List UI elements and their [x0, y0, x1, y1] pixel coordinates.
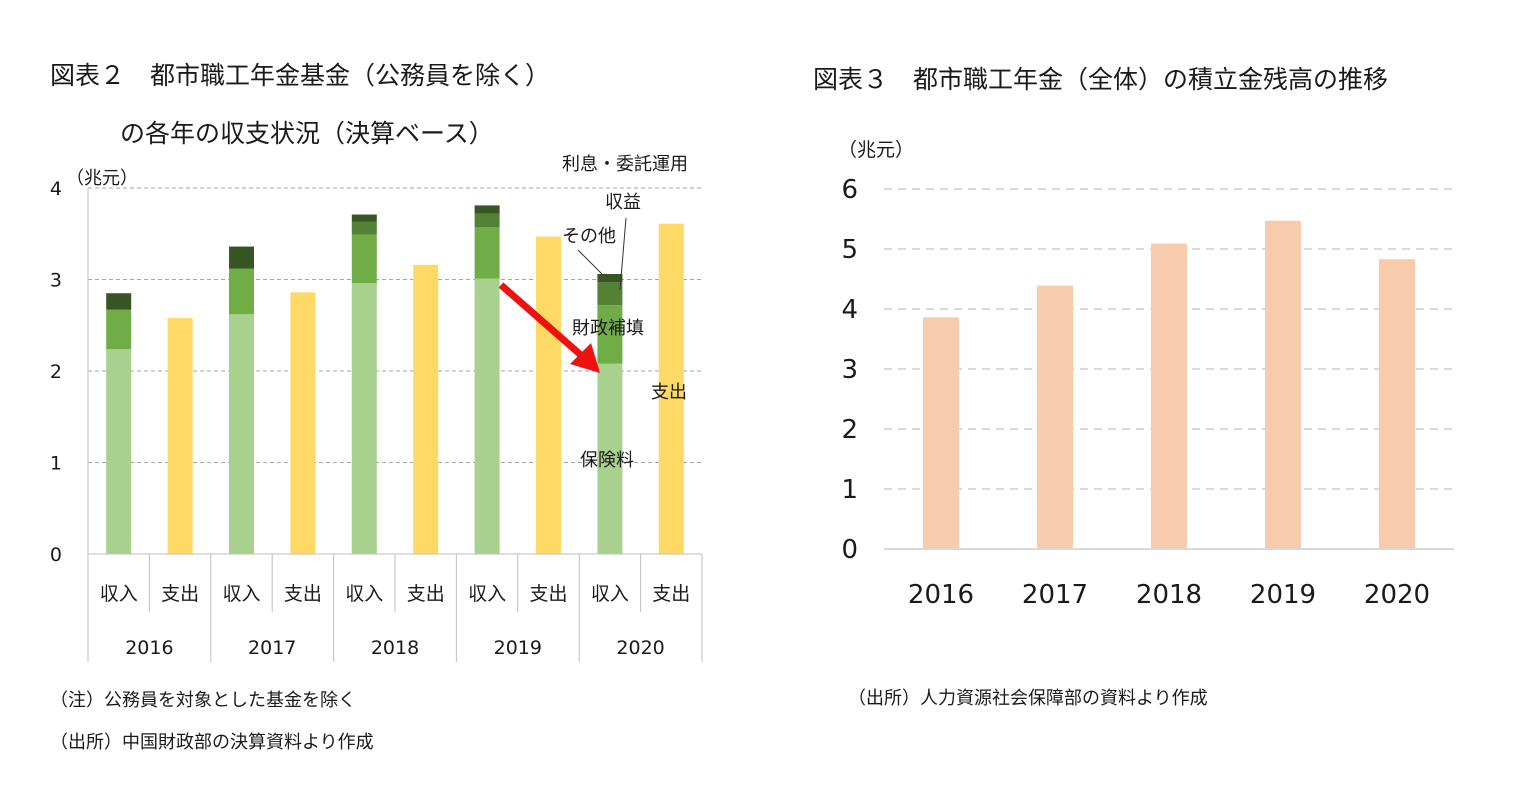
figure2-title-line2: の各年の収支状況（決算ベース）: [120, 119, 494, 148]
annotation-fiscal-label: 財政補填: [572, 318, 644, 339]
bar: [1037, 285, 1073, 549]
annotation-interest-label-2: 収益: [605, 192, 641, 213]
trend-arrow-shaft: [498, 282, 585, 359]
annotation-premium-label: 保険料: [580, 450, 634, 471]
bar-income-segment: [474, 278, 500, 554]
x-year-label: 2016: [125, 637, 173, 659]
x-subcategory-label: 収入: [222, 583, 260, 605]
bar-income-segment: [106, 309, 132, 350]
figure2-note-2: （出所）中国財政部の決算資料より作成: [50, 732, 374, 753]
y-tick-label: 5: [841, 235, 858, 265]
y-tick-label: 0: [50, 544, 62, 566]
y-tick-label: 0: [841, 535, 858, 565]
bar-income-segment: [597, 274, 623, 283]
figure3-chart: 0 1 2 3 4 5 6 2016 2017 2018 2019 2020 （兆元）: [838, 139, 1454, 610]
annotation-other-label: その他: [562, 226, 616, 247]
trend-arrow-head: [570, 343, 600, 373]
annotation-leader-other: [577, 249, 603, 275]
y-tick-label: 2: [841, 415, 858, 445]
x-year-label: 2018: [371, 637, 419, 659]
bar-income-segment: [351, 283, 377, 554]
x-tick-label: 2017: [1022, 580, 1088, 610]
bar-expense: [658, 223, 684, 554]
x-tick-label: 2020: [1364, 580, 1430, 610]
annotation-interest-label: 利息・委託運用: [562, 154, 688, 175]
y-tick-label: 1: [50, 453, 62, 475]
bar-income-segment: [597, 282, 623, 306]
x-subcategory-label: 収入: [468, 583, 506, 605]
figure2-bars: [106, 205, 684, 554]
y-tick-label: 6: [841, 175, 858, 205]
x-subcategory-label: 収入: [345, 583, 383, 605]
bar-expense: [536, 236, 561, 554]
bar: [1265, 220, 1301, 550]
y-tick-label: 3: [841, 355, 858, 385]
bar: [1379, 259, 1415, 549]
bar-income-segment: [474, 205, 500, 214]
x-subcategory-label: 支出: [161, 583, 199, 605]
y-tick-label: 2: [50, 361, 62, 383]
bar-income-segment: [597, 305, 623, 364]
y-tick-label: 3: [50, 270, 62, 292]
figure3-axis: 0 1 2 3 4 5 6 2016 2017 2018 2019 2020: [841, 175, 1454, 610]
x-year-label: 2019: [494, 637, 542, 659]
x-subcategory-label: 支出: [407, 583, 445, 605]
bar-income-segment: [229, 268, 254, 315]
annotation-leader-interest: [619, 217, 627, 291]
figure3-title: 図表３ 都市職工年金（全体）の積立金残高の推移: [813, 65, 1389, 94]
y-tick-label: 1: [841, 475, 858, 505]
bar-income-segment: [351, 221, 377, 235]
x-subcategory-label: 支出: [652, 583, 690, 605]
figure2-y-axis-label: （兆元）: [66, 168, 138, 189]
x-year-label: 2020: [616, 637, 664, 659]
x-subcategory-label: 支出: [284, 583, 322, 605]
bar-income-segment: [106, 349, 132, 554]
bar-income-segment: [474, 227, 500, 279]
x-subcategory-label: 収入: [100, 583, 138, 605]
bar-income-segment: [597, 363, 623, 554]
x-tick-label: 2019: [1250, 580, 1316, 610]
bar-expense: [413, 264, 439, 554]
figure3-bars: [923, 220, 1415, 550]
bar-income-segment: [106, 293, 132, 310]
bar-expense: [290, 292, 316, 554]
x-subcategory-label: 支出: [529, 583, 567, 605]
figure2-note-1: （注）公務員を対象とした基金を除く: [50, 690, 356, 711]
bar-income-segment: [229, 314, 254, 554]
bar-income-segment: [351, 214, 377, 222]
figure3-note-1: （出所）人力資源社会保障部の資料より作成: [848, 688, 1208, 709]
y-tick-label: 4: [50, 178, 62, 200]
x-subcategory-label: 収入: [591, 583, 629, 605]
bar-expense: [167, 317, 193, 554]
figure2-axis: 0 1 2 3 4 収入 支出 2016 収入 支出 2017 収入 支出 2018 収入 支出 2019 収入 支…: [50, 178, 703, 662]
bar-income-segment: [229, 246, 254, 269]
bar-income-segment: [474, 213, 500, 228]
x-year-label: 2017: [248, 637, 296, 659]
annotation-expense-label: 支出: [651, 382, 687, 403]
bar-income-segment: [351, 234, 377, 284]
y-tick-label: 4: [841, 295, 858, 325]
x-tick-label: 2018: [1136, 580, 1202, 610]
figure3-y-axis-label: （兆元）: [838, 139, 914, 161]
figure2-title-line1: 図表２ 都市職工年金基金（公務員を除く）: [50, 61, 551, 90]
figure2-chart: 0 1 2 3 4 収入 支出 2016 収入 支出 2017 収入 支出 2018 収入 支出 2019 収入 支…: [50, 154, 703, 662]
x-tick-label: 2016: [908, 580, 974, 610]
bar: [923, 317, 959, 549]
bar: [1151, 243, 1187, 549]
